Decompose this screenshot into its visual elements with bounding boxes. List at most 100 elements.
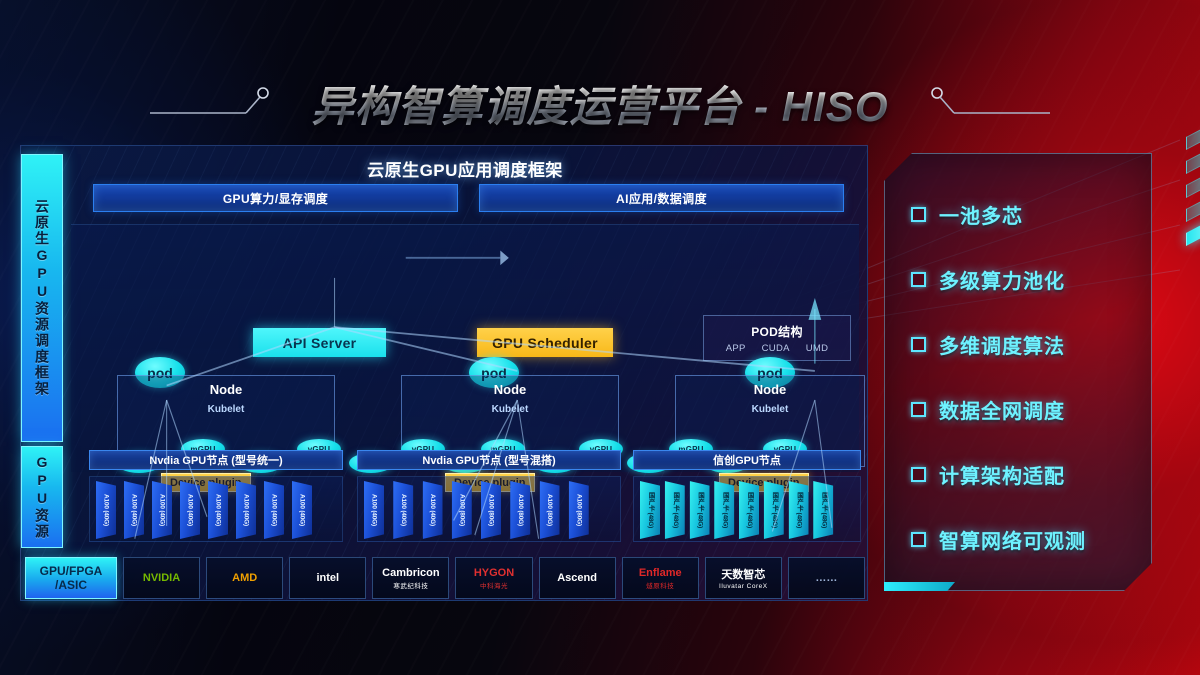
framework-title: 云原生GPU应用调度框架 <box>367 161 563 180</box>
vendor-logo-0[interactable]: NVIDIA <box>123 557 201 599</box>
api-server-box[interactable]: API Server <box>253 328 386 357</box>
vendor-name: AMD <box>232 572 258 584</box>
feature-item-5[interactable]: 智算网络可观测 <box>911 525 1133 554</box>
node-title-3: Node <box>753 382 787 397</box>
feature-item-4[interactable]: 计算架构适配 <box>911 460 1133 489</box>
gpu-card[interactable]: 国产卡 (48G) <box>664 481 685 539</box>
title-decoration-left-icon <box>150 83 270 123</box>
pod-structure-item-cuda: CUDA <box>761 342 790 354</box>
pod-structure-item-app: APP <box>725 342 746 354</box>
gpu-card-label: 国产卡 (48G) <box>795 491 803 529</box>
vendor-logo-8[interactable]: …… <box>787 557 865 599</box>
gpu-card-label: A100 (40G) <box>399 494 407 526</box>
feature-item-0[interactable]: 一池多芯 <box>911 200 1133 229</box>
vendor-name: …… <box>815 572 838 584</box>
gpu-card[interactable]: 国产卡 (48G) <box>763 481 784 539</box>
gpu-card-label: A100 (40G) <box>102 494 110 526</box>
gpu-card[interactable]: A100 (40G) <box>152 481 172 539</box>
architecture-diagram: 云原生GPU资源调度框架 GPU资源 云原生GPU应用调度框架 GPU算力/显存… <box>20 145 868 601</box>
pod-structure-title: POD结构 <box>751 324 803 339</box>
node-title-2: Node <box>493 382 527 397</box>
vendor-name: Enflame <box>638 566 682 579</box>
gpu-card-label: A100 (40G) <box>270 494 278 526</box>
slide-title-area: 异构智算调度运营平台 - HISO <box>0 72 1200 134</box>
gpu-card[interactable]: A100 (80G) <box>568 481 589 539</box>
gpu-card[interactable]: 国产卡 (48G) <box>788 481 809 539</box>
gpu-card[interactable]: 国产卡 (48G) <box>640 481 660 539</box>
vendor-logo-6[interactable]: Enflame 燧原科技 <box>621 557 699 599</box>
gpu-group-3: 信创GPU节点 国产卡 (48G) 国产卡 (48G) 国产卡 (48G) 国产卡 (… <box>633 450 861 542</box>
gpu-card[interactable]: 国产卡 (48G) <box>689 481 710 539</box>
vendor-logo-3[interactable]: Cambricon 寒武纪科技 <box>372 557 450 599</box>
gpu-card[interactable]: A100 (40G) <box>236 481 256 539</box>
vendor-name: HYGON <box>473 566 515 579</box>
feature-item-2[interactable]: 多维调度算法 <box>911 330 1133 359</box>
gpu-card-label: A100 (40G) <box>214 494 222 526</box>
gpu-card[interactable]: A100 (40G) <box>422 481 443 539</box>
vendor-logo-7[interactable]: 天数智芯 Iluvatar CoreX <box>704 557 782 599</box>
gpu-card-label: 国产卡 (48G) <box>671 491 679 529</box>
gpu-card[interactable]: A100 (40G) <box>292 481 312 539</box>
feature-label-1: 多级算力池化 <box>939 271 1065 293</box>
gpu-card[interactable]: A100 (80G) <box>451 481 472 539</box>
panel-corner-accent <box>881 582 955 596</box>
vendor-subtitle: Iluvatar CoreX <box>719 583 768 590</box>
band-gpu-compute[interactable]: GPU算力/显存调度 <box>93 184 458 212</box>
vendor-name: NVIDIA <box>142 572 181 584</box>
vendor-category-line1: GPU/FPGA <box>39 563 103 578</box>
gpu-card-label: A100 (40G) <box>186 494 194 526</box>
gpu-card[interactable]: A100 (40G) <box>364 481 384 539</box>
gpu-scheduler-box[interactable]: GPU Scheduler <box>477 328 613 357</box>
gpu-card[interactable]: A100 (40G) <box>393 481 414 539</box>
gpu-card[interactable]: A100 (80G) <box>539 481 560 539</box>
gpu-card[interactable]: A100 (40G) <box>124 481 144 539</box>
gpu-card-label: A100 (40G) <box>130 494 138 526</box>
gpu-card-label: A100 (40G) <box>158 494 166 526</box>
gpu-group-2: Nvdia GPU节点 (型号混搭) A100 (40G) A100 (40G) A… <box>357 450 621 542</box>
feature-label-4: 计算架构适配 <box>939 466 1065 488</box>
vendor-logo-4[interactable]: HYGON 中科海光 <box>455 557 533 599</box>
gpu-card-label: 国产卡 (48G) <box>820 491 828 529</box>
gpu-card-label: 国产卡 (48G) <box>770 491 778 529</box>
gpu-card-label: A100 (80G) <box>458 494 466 526</box>
gpu-card[interactable]: A100 (80G) <box>481 481 501 539</box>
vendor-logo-1[interactable]: AMD <box>206 557 284 599</box>
feature-item-3[interactable]: 数据全网调度 <box>911 395 1133 424</box>
gpu-card-label: 国产卡 (48G) <box>721 491 729 529</box>
gpu-card[interactable]: A100 (80G) <box>510 481 531 539</box>
feature-item-1[interactable]: 多级算力池化 <box>911 265 1133 294</box>
vendor-logo-row: GPU/FPGA /ASIC NVIDIA AMD intel Cambricon 寒武… <box>25 557 865 599</box>
gpu-card[interactable]: A100 (40G) <box>208 481 228 539</box>
checkbox-icon <box>911 337 926 352</box>
gpu-cards-1: A100 (40G) A100 (40G) A100 (40G) A100 (40G)… <box>89 476 343 542</box>
vendor-subtitle: 寒武纪科技 <box>393 582 429 590</box>
vendor-logo-2[interactable]: intel <box>289 557 367 599</box>
gpu-card[interactable]: 国产卡 (48G) <box>714 481 735 539</box>
gpu-card[interactable]: 国产卡 (48G) <box>813 481 834 539</box>
vendor-name: intel <box>316 572 340 584</box>
gpu-group-1: Nvdia GPU节点 (型号统一) A100 (40G) A100 (40G) A… <box>89 450 343 542</box>
vendor-name: 天数智芯 <box>721 569 766 581</box>
vendor-logo-5[interactable]: Ascend <box>538 557 616 599</box>
vendor-subtitle: 中科海光 <box>479 582 508 590</box>
feature-label-2: 多维调度算法 <box>939 336 1065 358</box>
gpu-card[interactable]: A100 (40G) <box>264 481 284 539</box>
gpu-card[interactable]: A100 (40G) <box>180 481 200 539</box>
checkbox-icon <box>911 467 926 482</box>
gpu-card[interactable]: A100 (40G) <box>96 481 116 539</box>
kubelet-label-1: Kubelet <box>207 404 245 415</box>
gpu-card-label: A100 (40G) <box>298 494 306 526</box>
gpu-card[interactable]: 国产卡 (48G) <box>739 481 759 539</box>
page-title: 异构智算调度运营平台 - HISO <box>311 73 888 134</box>
vendor-subtitle: 燧原科技 <box>646 582 675 590</box>
gpu-card-label: A100 (80G) <box>575 494 583 526</box>
gpu-card-label: A100 (40G) <box>370 494 378 526</box>
panel-stripe-accents <box>1186 118 1200 247</box>
checkbox-icon <box>911 207 926 222</box>
gpu-card-label: A100 (80G) <box>546 494 553 526</box>
checkbox-icon <box>911 532 926 547</box>
band-ai-data[interactable]: AI应用/数据调度 <box>479 184 844 212</box>
checkbox-icon <box>911 402 926 417</box>
feature-label-5: 智算网络可观测 <box>939 531 1086 553</box>
